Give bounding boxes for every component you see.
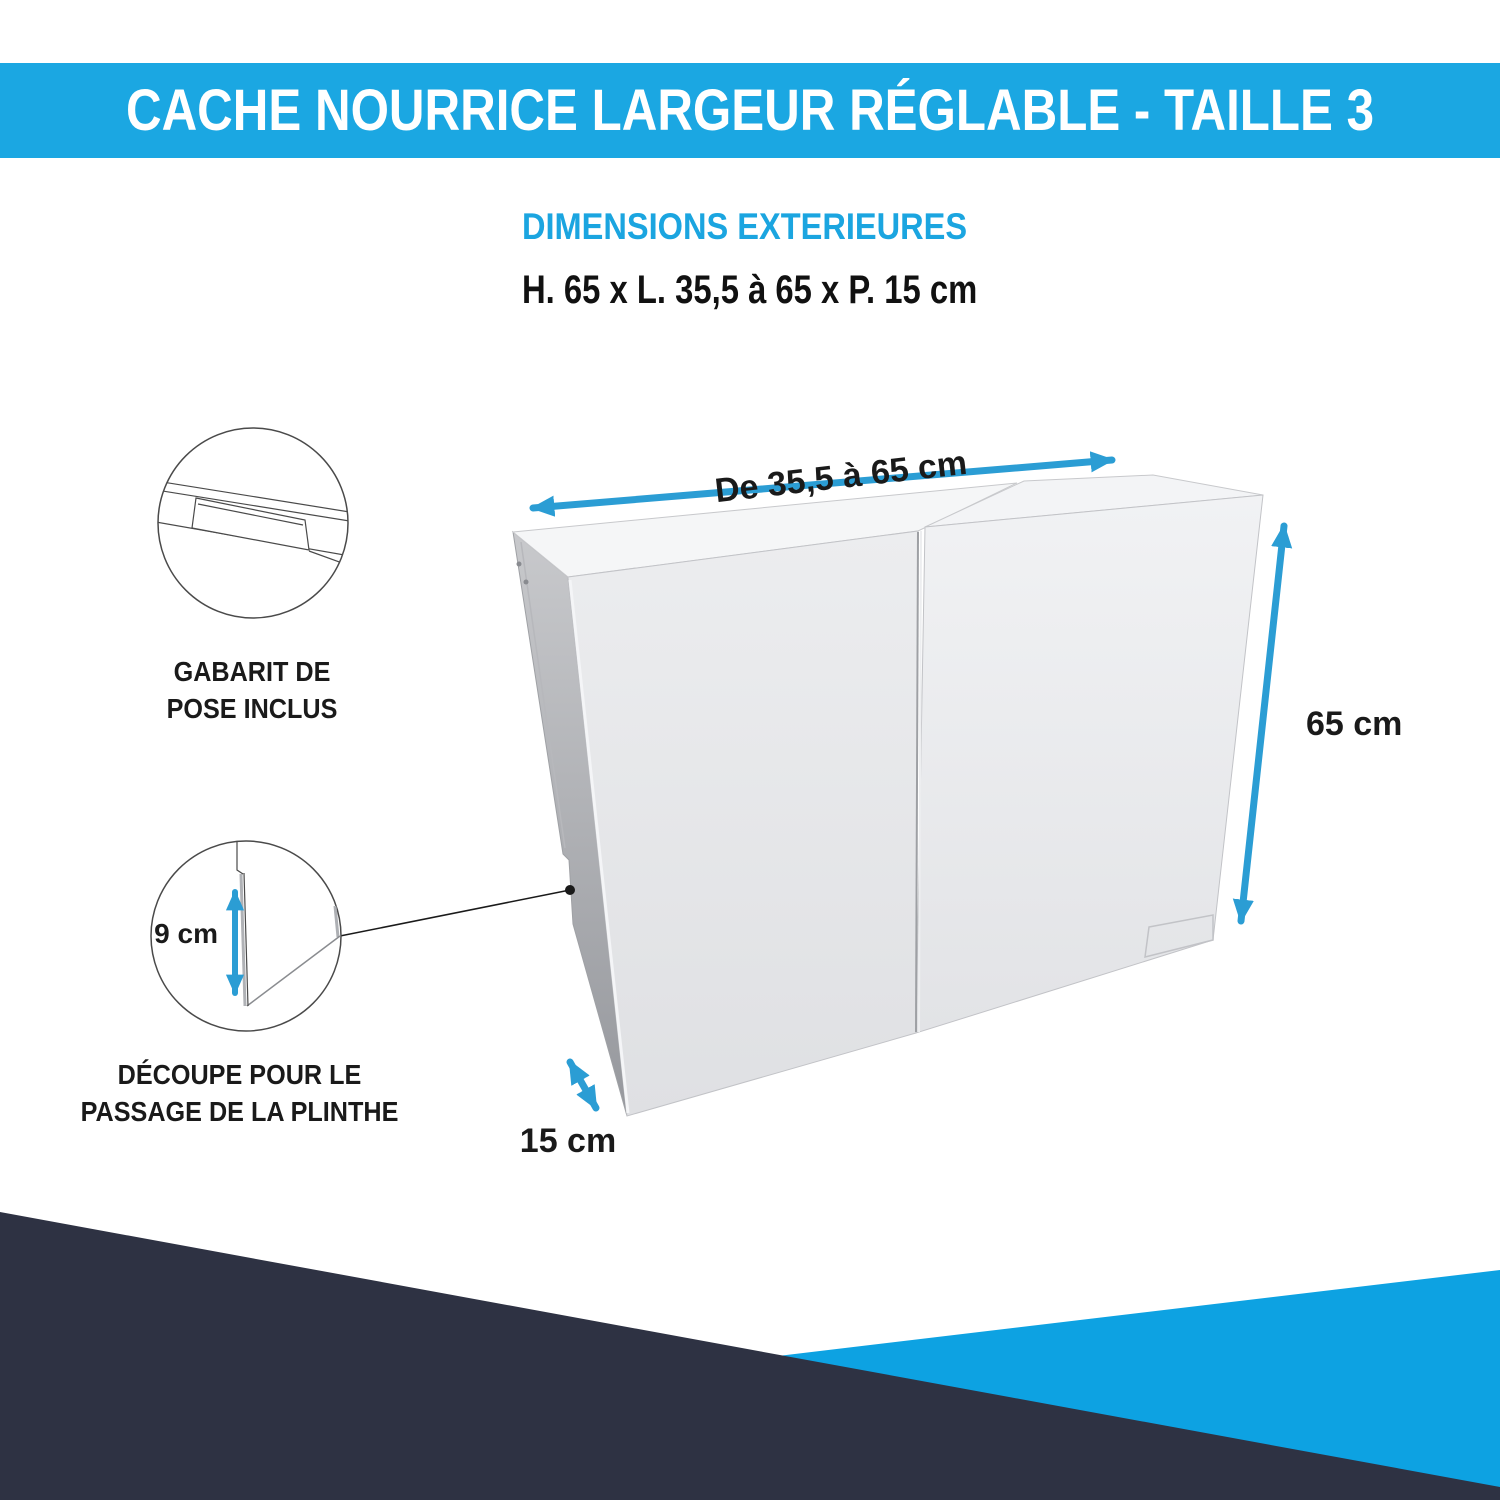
template-caption-line2: POSE INCLUS xyxy=(166,693,338,724)
cabinet-panel-split-line xyxy=(915,531,919,1033)
cutout-top-edge xyxy=(236,841,244,875)
callout-connector-dot xyxy=(565,885,575,895)
height-dimension-label: 65 cm xyxy=(1306,705,1403,743)
cabinet-panel-split-highlight xyxy=(918,530,922,1033)
cutout-height-label: 9 cm xyxy=(154,918,218,949)
cabinet-bottom-right-marking xyxy=(1144,914,1214,958)
page-title: CACHE NOURRICE LARGEUR RÉGLABLE - TAILLE… xyxy=(125,78,1375,143)
template-wall-line xyxy=(158,479,348,514)
cabinet-side-inner-edge xyxy=(520,541,566,849)
cutout-caption-line1: DÉCOUPE POUR LE xyxy=(117,1059,362,1090)
corner-accent-triangle xyxy=(778,1270,1500,1500)
template-caption-line1: GABARIT DE xyxy=(173,656,331,687)
cutout-notch-edge xyxy=(243,872,249,1007)
dimensions-value: H. 65 x L. 35,5 à 65 x P. 15 cm xyxy=(522,268,978,312)
cabinet-front-panel-right xyxy=(915,494,1264,1034)
cutout-caption-line2: PASSAGE DE LA PLINTHE xyxy=(80,1096,399,1127)
cabinet-illustration xyxy=(511,474,1264,1117)
template-plate-inner-edge xyxy=(197,503,304,526)
callout-connector-line xyxy=(339,889,571,937)
cabinet-left-edge-highlight xyxy=(568,579,630,1114)
template-callout-caption: GABARIT DE POSE INCLUS xyxy=(113,653,392,727)
callout-circle-cutout xyxy=(150,840,342,1032)
template-plate xyxy=(191,497,310,551)
screw-dot xyxy=(516,561,522,567)
cutout-panel-edge xyxy=(333,905,340,938)
depth-dimension-arrow xyxy=(566,1058,600,1112)
dimension-arrows xyxy=(529,451,1293,1112)
cutout-callout-caption: DÉCOUPE POUR LE PASSAGE DE LA PLINTHE xyxy=(71,1056,409,1130)
width-dimension-arrow xyxy=(529,451,1116,517)
template-wall-line xyxy=(308,550,348,569)
dimensions-heading: DIMENSIONS EXTERIEURES xyxy=(522,206,968,247)
height-dimension-arrow xyxy=(1232,522,1293,925)
screw-dot xyxy=(523,579,529,585)
callout-circle-template xyxy=(157,427,349,619)
header-banner: CACHE NOURRICE LARGEUR RÉGLABLE - TAILLE… xyxy=(0,63,1500,158)
cabinet-front-panel-left xyxy=(567,530,919,1117)
template-wall-line xyxy=(158,488,348,523)
depth-dimension-label: 15 cm xyxy=(519,1122,617,1160)
cutout-bottom-diagonal xyxy=(246,935,341,1007)
corner-navy-band xyxy=(0,1212,1500,1500)
